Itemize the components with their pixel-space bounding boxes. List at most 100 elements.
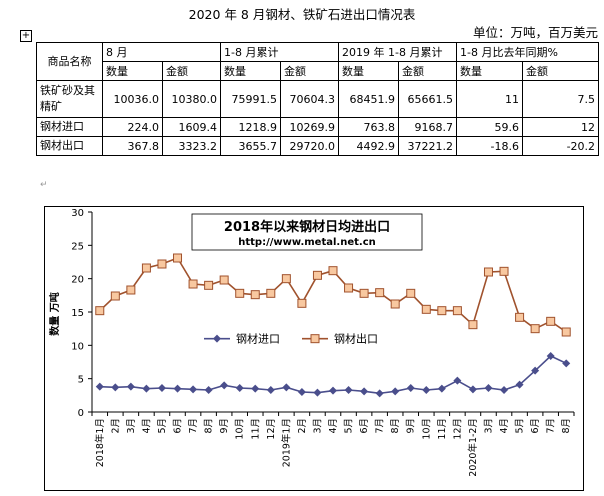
line-chart: 2018年以来钢材日均进出口 http://www.metal.net.cn 数… bbox=[44, 206, 584, 491]
x-tick-label: 6月 bbox=[530, 418, 541, 434]
export-point bbox=[499, 266, 509, 276]
x-tick-label: 7月 bbox=[546, 418, 557, 434]
import-point bbox=[95, 382, 104, 391]
series-group bbox=[95, 253, 571, 398]
x-tick-label: 4月 bbox=[141, 418, 152, 434]
x-tick-label: 2018年1月 bbox=[94, 418, 106, 467]
table-cell: 70604.3 bbox=[280, 80, 339, 118]
table-cell: 1609.4 bbox=[162, 117, 221, 137]
import-point bbox=[391, 387, 400, 396]
table-cell: 3655.7 bbox=[220, 136, 281, 156]
import-point bbox=[515, 380, 524, 389]
import-point bbox=[126, 382, 135, 391]
group-header-ytd: 1-8 月累计 bbox=[220, 42, 339, 62]
table-cell: 68451.9 bbox=[338, 80, 399, 118]
import-point bbox=[344, 386, 353, 394]
y-axis-label: 数量 万吨 bbox=[48, 292, 61, 335]
export-point bbox=[406, 288, 416, 298]
export-point bbox=[452, 306, 462, 316]
table-cell: 10036.0 bbox=[102, 80, 163, 118]
table-cell: -18.6 bbox=[456, 136, 524, 156]
table-cell: 10269.9 bbox=[280, 117, 339, 137]
import-point bbox=[422, 386, 431, 394]
import-point bbox=[111, 383, 120, 392]
import-point bbox=[546, 352, 555, 360]
table-cell: 367.8 bbox=[102, 136, 163, 156]
import-point bbox=[157, 384, 166, 392]
table-header-row-sub: 数量 金额 数量 金额 数量 金额 数量 金额 bbox=[37, 61, 600, 81]
import-point bbox=[173, 384, 182, 393]
export-point bbox=[312, 270, 322, 280]
subheader-cell: 数量 bbox=[338, 61, 399, 81]
chart-svg: 2018年以来钢材日均进出口 http://www.metal.net.cn 数… bbox=[44, 206, 584, 491]
x-tick-label: 3月 bbox=[483, 418, 494, 434]
table-row-iron-ore: 铁矿砂及其精矿 10036.0 10380.0 75991.5 70604.3 … bbox=[36, 80, 600, 118]
import-point bbox=[220, 381, 229, 390]
y-tick-label: 0 bbox=[78, 408, 84, 419]
chart-legend: 钢材进口 钢材出口 bbox=[204, 332, 378, 346]
chart-frame bbox=[44, 206, 584, 491]
export-point bbox=[468, 320, 478, 330]
table-cell: 7.5 bbox=[522, 80, 600, 118]
export-point bbox=[141, 263, 151, 273]
table-header-row-groups: 商品名称 8 月 1-8 月累计 2019 年 1-8 月累计 1-8 月比去年… bbox=[36, 42, 600, 81]
import-point bbox=[251, 384, 260, 393]
x-tick-label: 12月 bbox=[266, 418, 277, 440]
table-cell: 9168.7 bbox=[397, 117, 458, 137]
export-point bbox=[359, 288, 369, 298]
table-cell: 1218.9 bbox=[220, 117, 281, 137]
x-tick-label: 10月 bbox=[235, 418, 246, 440]
table-cell: 4492.9 bbox=[338, 136, 399, 156]
export-point bbox=[266, 288, 276, 298]
import-point bbox=[406, 384, 415, 392]
export-point bbox=[390, 299, 400, 309]
table-cell: 75991.5 bbox=[220, 80, 281, 118]
x-tick-label: 8月 bbox=[390, 418, 401, 434]
table-cell: 29720.0 bbox=[280, 136, 339, 156]
import-point bbox=[329, 386, 337, 395]
import-point bbox=[468, 385, 477, 394]
group-header-ytd-2019: 2019 年 1-8 月累计 bbox=[337, 42, 458, 62]
export-point bbox=[483, 267, 493, 277]
export-point bbox=[344, 283, 354, 293]
x-tick-label: 9月 bbox=[406, 418, 417, 434]
trade-stats-table: 商品名称 8 月 1-8 月累计 2019 年 1-8 月累计 1-8 月比去年… bbox=[36, 42, 600, 156]
import-point bbox=[484, 384, 493, 392]
y-tick-label: 25 bbox=[71, 241, 84, 252]
import-point bbox=[313, 388, 322, 397]
legend-label-import: 钢材进口 bbox=[236, 332, 280, 346]
export-point bbox=[328, 266, 338, 276]
x-tick-label: 7月 bbox=[188, 418, 199, 434]
x-tick-label: 3月 bbox=[126, 418, 137, 434]
x-tick-label: 6月 bbox=[359, 418, 370, 434]
legend-label-export: 钢材出口 bbox=[334, 332, 378, 346]
export-point bbox=[235, 288, 245, 298]
import-point bbox=[189, 385, 198, 394]
x-tick-label: 11月 bbox=[250, 418, 261, 440]
subheader-cell: 金额 bbox=[397, 61, 458, 81]
x-tick-label: 2019年1月 bbox=[280, 418, 292, 467]
export-point bbox=[297, 298, 307, 308]
x-tick-label: 12月 bbox=[452, 418, 463, 440]
x-tick-label: 11月 bbox=[437, 418, 448, 440]
table-cell: 12 bbox=[522, 117, 600, 137]
export-point bbox=[204, 280, 214, 290]
y-tick-label: 15 bbox=[71, 308, 84, 319]
paragraph-mark-icon: ↵ bbox=[40, 180, 48, 190]
table-cell: 59.6 bbox=[456, 117, 524, 137]
export-point bbox=[173, 253, 183, 263]
import-point bbox=[235, 384, 244, 392]
export-point bbox=[281, 274, 291, 284]
table-move-handle-icon[interactable]: + bbox=[20, 30, 32, 42]
import-point bbox=[360, 387, 369, 396]
import-point bbox=[453, 376, 462, 385]
table-row-steel-export: 钢材出口 367.8 3323.2 3655.7 29720.0 4492.9 … bbox=[36, 136, 600, 156]
import-point bbox=[142, 384, 151, 393]
export-point bbox=[561, 327, 571, 337]
import-point bbox=[500, 386, 509, 394]
export-point bbox=[250, 290, 260, 300]
y-tick-label: 30 bbox=[71, 208, 84, 219]
x-tick-label: 5月 bbox=[157, 418, 168, 434]
y-tick-label: 10 bbox=[71, 341, 84, 352]
table-cell: 224.0 bbox=[102, 117, 163, 137]
